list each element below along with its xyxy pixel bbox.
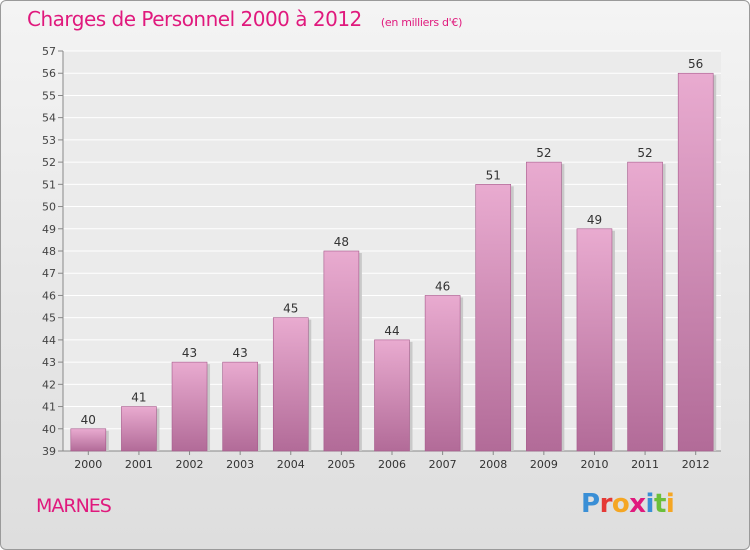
y-tick-label: 52 [42,156,56,169]
y-tick-label: 40 [42,423,56,436]
x-tick-label: 2010 [580,458,608,471]
logo-letter: o [611,489,630,519]
y-tick-label: 46 [42,289,56,302]
y-tick-label: 42 [42,378,56,391]
x-tick-label: 2005 [327,458,355,471]
logo-letter: r [599,489,613,519]
y-tick-label: 54 [42,112,56,125]
x-tick-label: 2002 [176,458,204,471]
logo-letter: i [645,489,655,519]
bar-value-label: 52 [536,146,551,160]
bar [424,295,461,452]
commune-name: MARNES [36,495,112,517]
bar [70,428,107,452]
x-tick-label: 2011 [631,458,659,471]
bar-value-label: 56 [688,57,703,71]
y-tick-label: 41 [42,401,56,414]
bar-value-label: 46 [435,279,450,293]
chart-subtitle: (en milliers d'€) [380,16,463,29]
x-tick-label: 2009 [530,458,558,471]
bar-value-label: 40 [81,413,96,427]
bar [374,339,410,452]
bar [323,250,360,452]
y-tick-label: 44 [42,334,56,347]
x-tick-label: 2012 [682,458,710,471]
y-tick-label: 55 [42,89,56,102]
x-tick-label: 2000 [74,458,102,471]
y-tick-label: 51 [42,178,56,191]
proxiti-logo[interactable]: Proxiti [581,489,675,519]
y-tick-label: 39 [42,445,56,458]
bar-value-label: 43 [182,346,197,360]
bar-value-label: 51 [486,168,501,182]
title-row: Charges de Personnel 2000 à 2012 (en mil… [27,7,462,31]
y-tick-label: 43 [42,356,56,369]
logo-letter: i [665,489,675,519]
bar-value-label: 45 [283,302,298,316]
x-tick-label: 2006 [378,458,406,471]
x-tick-label: 2004 [277,458,305,471]
logo-letter: t [653,489,666,519]
y-tick-label: 50 [42,201,56,214]
chart-title: Charges de Personnel 2000 à 2012 [27,7,362,31]
logo-letter: P [581,489,600,519]
bar [272,317,309,452]
y-tick-label: 57 [42,45,56,58]
bar-value-label: 49 [587,213,602,227]
bar [475,184,512,452]
bar-value-label: 44 [384,324,399,338]
y-tick-label: 56 [42,67,56,80]
bar [677,72,714,452]
bar [171,361,208,452]
bar [222,361,258,452]
bar [121,406,157,452]
bar-value-label: 43 [233,346,248,360]
y-tick-label: 45 [42,312,56,325]
y-tick-label: 48 [42,245,56,258]
x-tick-label: 2007 [429,458,457,471]
y-tick-label: 53 [42,134,56,147]
bar [576,228,613,452]
bar [526,161,562,452]
bar-value-label: 52 [637,146,652,160]
bar-value-label: 48 [334,235,349,249]
logo-letter: x [629,489,646,519]
x-tick-label: 2001 [125,458,153,471]
y-tick-label: 47 [42,267,56,280]
bar-value-label: 41 [131,391,146,405]
bar [627,161,663,452]
x-tick-label: 2008 [479,458,507,471]
x-tick-label: 2003 [226,458,254,471]
y-tick-label: 49 [42,223,56,236]
